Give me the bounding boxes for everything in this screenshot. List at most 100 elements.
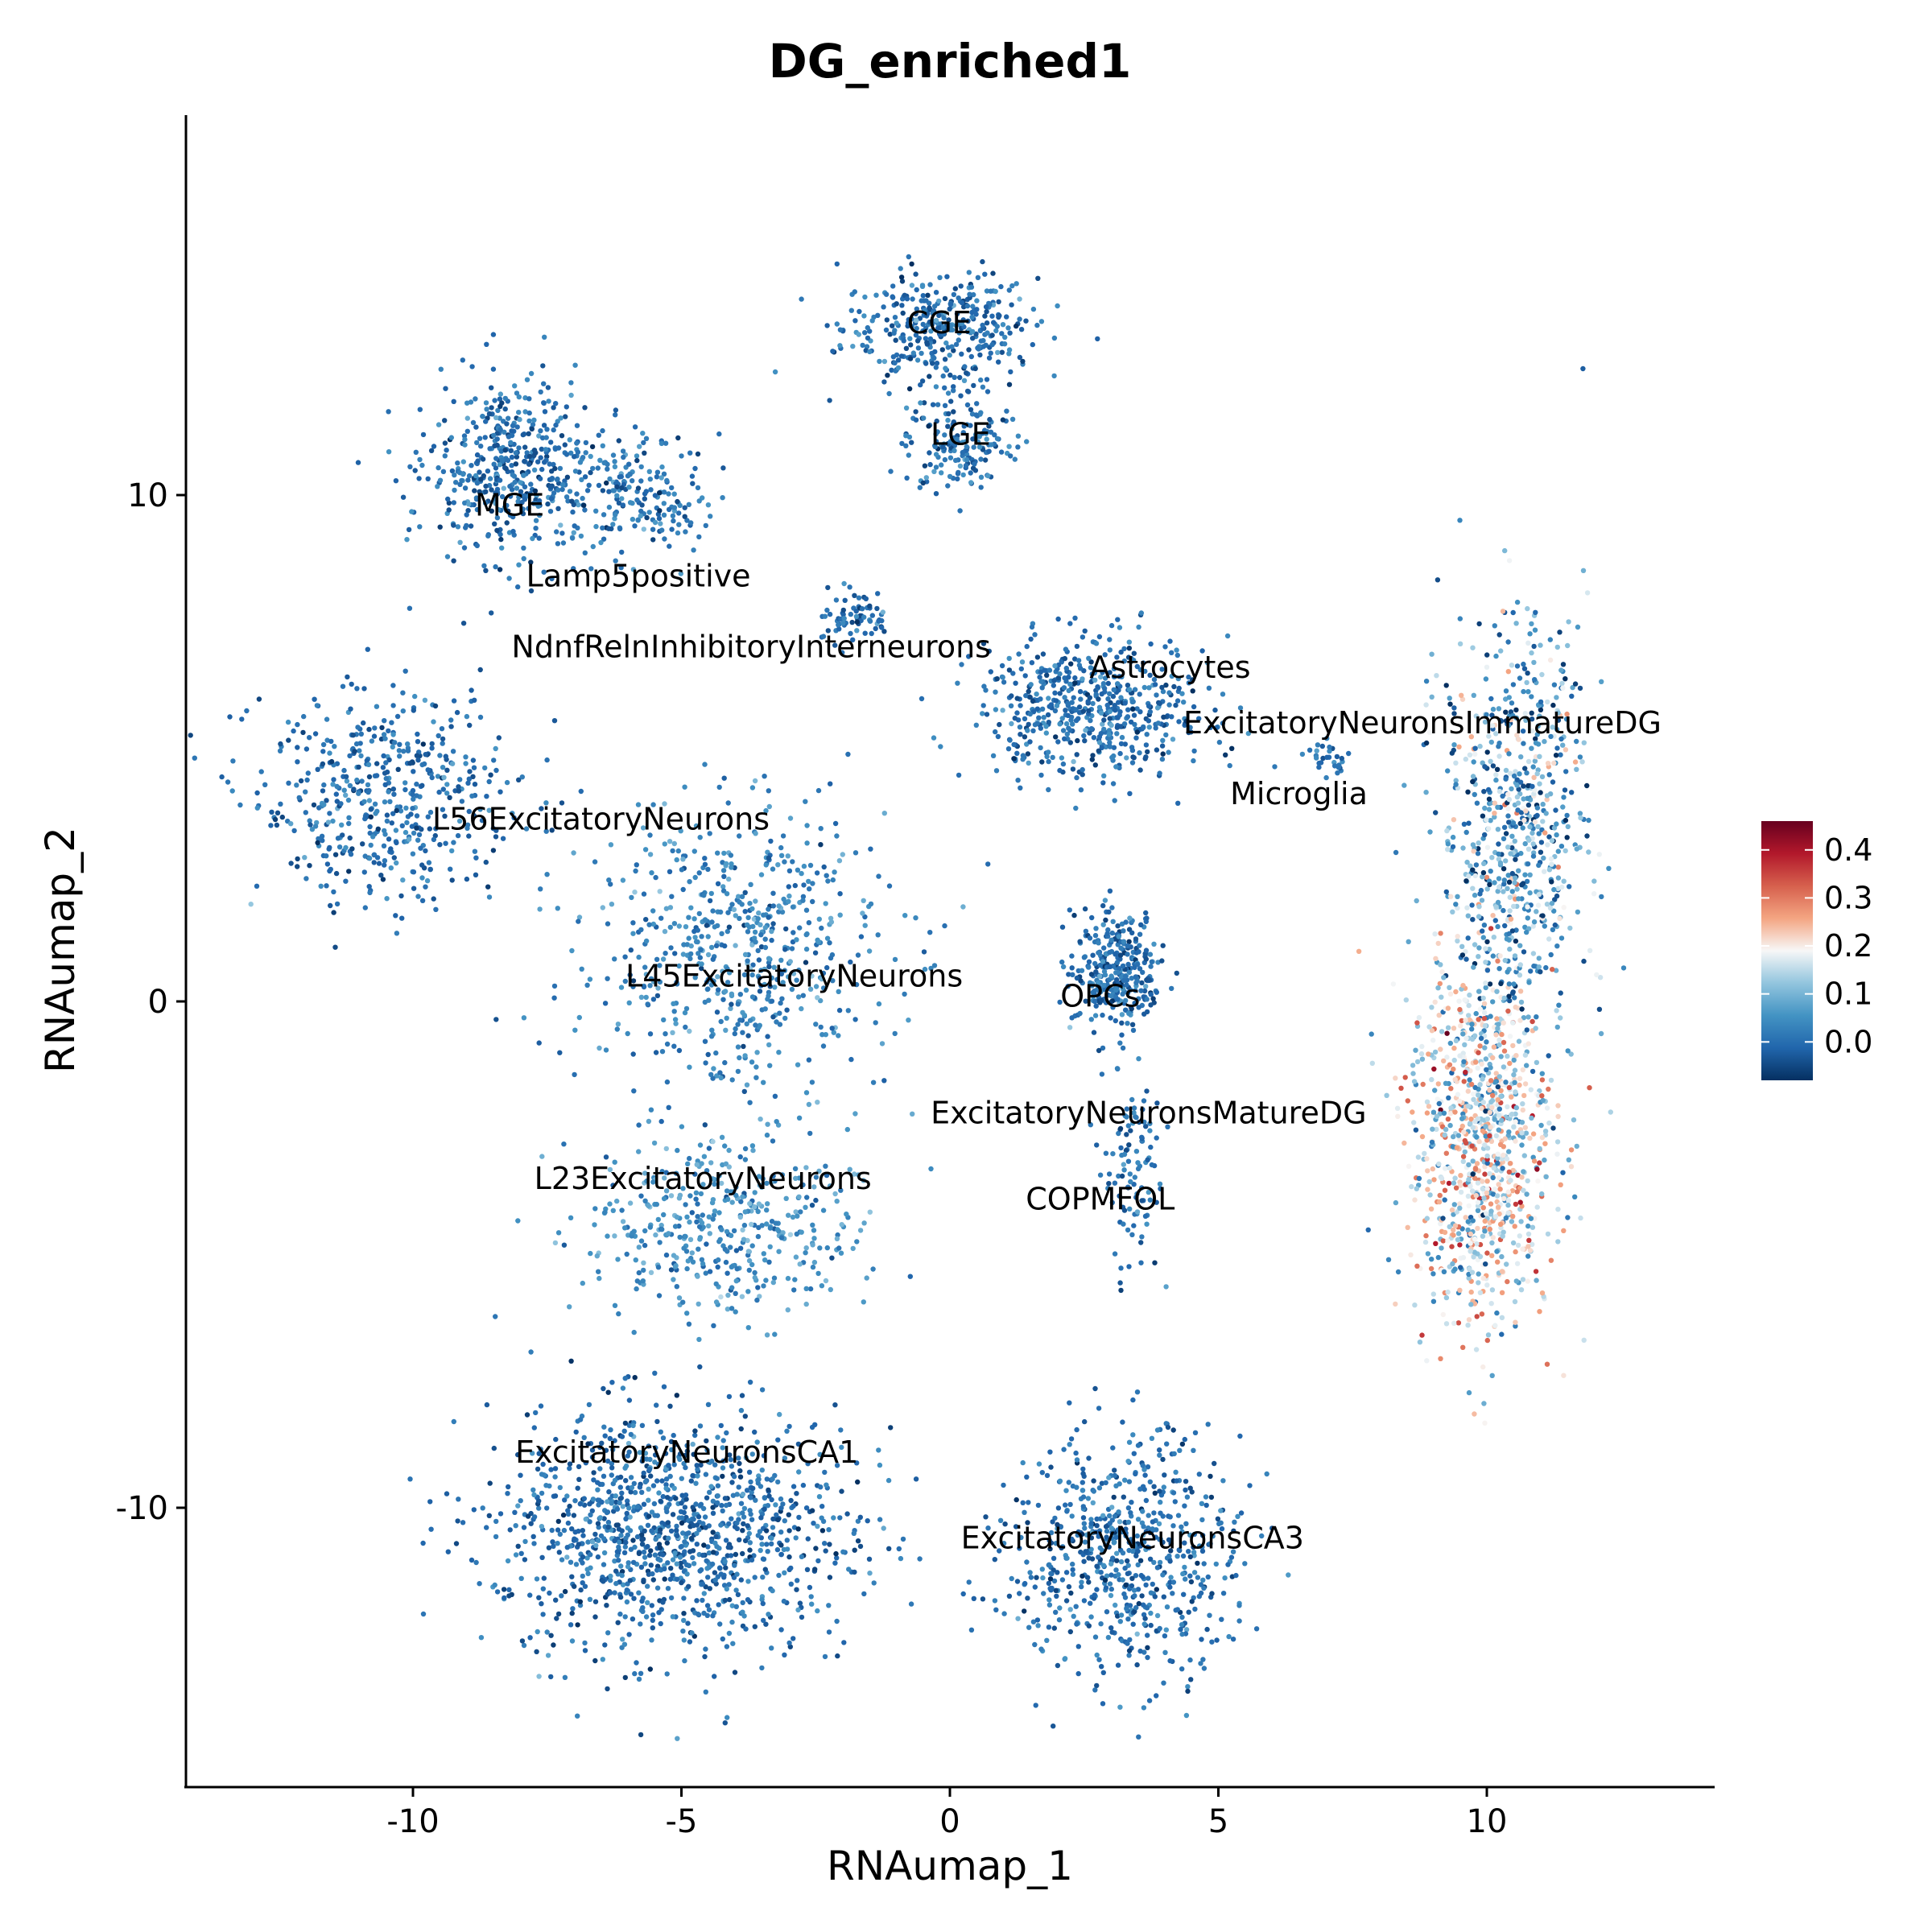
cell-point: [535, 1629, 540, 1635]
cell-point: [497, 462, 503, 468]
cell-point: [787, 1232, 794, 1237]
cell-point: [582, 550, 588, 555]
cell-point: [597, 1045, 602, 1051]
cell-point: [320, 741, 327, 748]
cell-point: [869, 318, 875, 324]
cell-point: [1199, 1501, 1205, 1507]
cell-point: [386, 789, 391, 795]
cell-point: [1151, 1484, 1157, 1489]
cell-point: [649, 1509, 655, 1515]
cell-point: [688, 1478, 694, 1484]
cell-point: [739, 1393, 745, 1398]
cell-point: [662, 841, 667, 847]
cell-point: [1020, 358, 1026, 365]
cell-point: [1150, 1581, 1156, 1587]
cell-point: [1148, 1002, 1154, 1008]
cell-point: [881, 1525, 886, 1531]
cell-point: [690, 1472, 696, 1479]
cell-point: [807, 1584, 813, 1591]
cell-point: [510, 472, 515, 478]
cell-point: [793, 1254, 799, 1260]
cell-point: [760, 1575, 766, 1580]
cell-point: [1017, 354, 1023, 361]
cell-point: [933, 384, 939, 390]
cell-point: [455, 832, 461, 839]
cell-point: [498, 448, 504, 454]
cell-point: [383, 760, 389, 766]
cell-point: [539, 1490, 545, 1496]
cell-point: [390, 786, 396, 792]
cell-point: [1040, 1575, 1046, 1581]
cell-point: [1034, 1575, 1039, 1580]
cell-point: [758, 872, 765, 877]
cell-point: [464, 512, 469, 518]
cell-point: [749, 942, 755, 947]
cell-point: [546, 1545, 552, 1550]
cell-point: [654, 1201, 659, 1208]
cell-point: [742, 1146, 749, 1152]
cell-point: [544, 1505, 550, 1511]
cell-point: [825, 584, 831, 591]
cell-point: [341, 767, 347, 774]
cell-point: [766, 788, 771, 794]
cell-point: [291, 728, 296, 734]
cell-point: [502, 1595, 507, 1601]
cell-point: [592, 1531, 598, 1538]
cell-point: [710, 1075, 716, 1081]
cell-point: [1125, 1571, 1131, 1577]
cell-point: [670, 848, 675, 854]
cell-point: [812, 1567, 818, 1572]
cell-point: [791, 1503, 796, 1509]
cell-point: [427, 1499, 433, 1505]
cell-point: [1086, 1579, 1092, 1585]
cell-point: [630, 478, 635, 484]
cell-point: [753, 898, 758, 904]
cell-point: [745, 1579, 751, 1584]
cell-point: [922, 328, 927, 335]
cell-point: [703, 1646, 708, 1652]
cell-point: [467, 722, 473, 729]
cell-point: [837, 891, 843, 897]
cell-point: [440, 469, 447, 474]
cell-point: [493, 1314, 498, 1319]
cell-point: [694, 1530, 700, 1537]
cell-point: [810, 1222, 815, 1228]
cell-point: [1046, 1597, 1052, 1603]
cell-point: [845, 751, 851, 758]
cell-point: [641, 1267, 646, 1274]
cell-point: [877, 1462, 883, 1468]
cell-point: [660, 1493, 666, 1500]
cell-point: [983, 342, 989, 348]
cell-point: [594, 1253, 600, 1259]
cell-point: [927, 450, 932, 456]
cell-point: [1009, 1575, 1014, 1582]
cell-point: [648, 1563, 654, 1568]
cell-point: [585, 1539, 591, 1545]
cell-point: [1188, 1677, 1194, 1682]
cell-point: [520, 510, 526, 517]
cell-point: [775, 1479, 781, 1485]
cell-point: [666, 506, 672, 513]
cell-point: [394, 807, 399, 814]
cell-point: [799, 1614, 805, 1620]
cell-point: [800, 898, 806, 903]
cell-point: [949, 426, 955, 431]
cell-point: [707, 1231, 712, 1236]
cell-point: [1104, 931, 1110, 937]
cell-point: [1137, 931, 1143, 937]
cell-point: [636, 954, 642, 960]
cell-point: [741, 1613, 747, 1619]
cell-point: [1146, 1575, 1151, 1581]
cell-point: [852, 318, 858, 324]
cell-point: [475, 458, 481, 464]
cell-point: [1046, 1562, 1052, 1568]
cell-point: [664, 477, 670, 484]
cell-point: [1080, 1573, 1085, 1579]
cell-point: [590, 1496, 597, 1502]
cell-point: [682, 1539, 687, 1545]
cell-point: [1226, 1633, 1232, 1640]
cell-point: [984, 308, 989, 315]
cell-point: [958, 283, 964, 289]
cell-point: [524, 377, 530, 382]
cell-point: [572, 1498, 578, 1504]
